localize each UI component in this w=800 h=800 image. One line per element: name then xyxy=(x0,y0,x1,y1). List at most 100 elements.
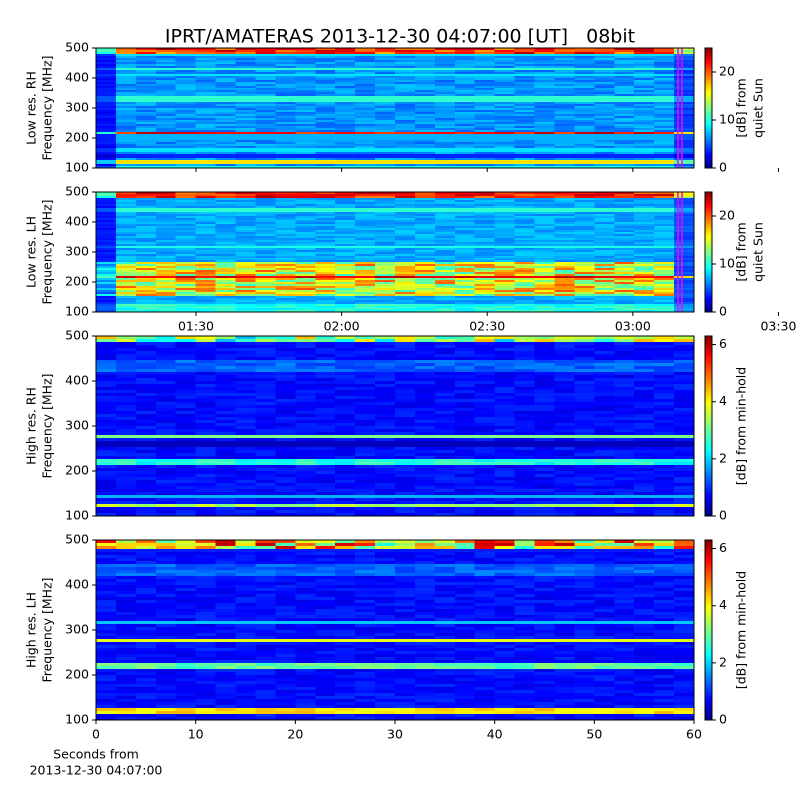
spectrogram-cell xyxy=(235,210,256,213)
spectrogram-cell xyxy=(355,206,376,209)
spectrogram-cell xyxy=(434,465,456,469)
spectrogram-cell xyxy=(634,118,655,121)
spectrogram-cell xyxy=(135,62,157,65)
spectrogram-cell xyxy=(654,72,675,75)
spectrogram-cell xyxy=(335,194,356,197)
spectrogram-cell xyxy=(634,384,655,388)
spectrogram-cell xyxy=(155,351,177,355)
spectrogram-cell xyxy=(574,256,595,259)
spectrogram-cell xyxy=(414,120,436,123)
spectrogram-cell xyxy=(335,272,356,275)
spectrogram-cell xyxy=(494,108,516,111)
spectrogram-cell xyxy=(395,124,416,127)
spectrogram-cell xyxy=(96,56,117,59)
spectrogram-cell xyxy=(554,302,575,305)
spectrogram-cell xyxy=(454,162,476,165)
spectrogram-cell xyxy=(375,196,396,199)
spectrogram-cell xyxy=(434,120,456,123)
spectrogram-cell xyxy=(534,280,555,283)
spectrogram-cell xyxy=(235,220,256,223)
spectrogram-cell xyxy=(96,417,117,421)
spectrogram-cell xyxy=(414,236,436,239)
spectrogram-cell xyxy=(674,142,695,145)
spectrogram-cell xyxy=(155,134,177,137)
spectrogram-cell xyxy=(375,132,396,135)
spectrogram-cell xyxy=(135,228,157,231)
spectrogram-cell xyxy=(474,272,496,275)
spectrogram-cell xyxy=(175,206,197,209)
spectrogram-cell xyxy=(534,134,555,137)
spectrogram-cell xyxy=(295,302,316,305)
spectrogram-cell xyxy=(454,278,476,281)
spectrogram-cell xyxy=(474,258,496,261)
spectrogram-cell xyxy=(155,232,177,235)
spectrogram-cell xyxy=(335,206,356,209)
spectrogram-cell xyxy=(454,302,476,305)
spectrogram-cell xyxy=(494,80,516,83)
spectrogram-cell xyxy=(355,116,376,119)
spectrogram-cell xyxy=(654,408,675,412)
spectrogram-cell xyxy=(295,408,316,412)
spectrogram-cell xyxy=(115,80,137,83)
spectrogram-cell xyxy=(155,72,177,75)
spectrogram-cell xyxy=(594,402,615,406)
spectrogram-cell xyxy=(474,94,496,97)
spectrogram-cell xyxy=(315,252,336,255)
spectrogram-cell xyxy=(355,74,376,77)
spectrogram-cell xyxy=(494,393,516,397)
spectrogram-cell xyxy=(195,292,217,295)
spectrogram-cell xyxy=(295,417,316,421)
spectrogram-cell xyxy=(315,246,336,249)
spectrogram-cell xyxy=(275,292,296,295)
spectrogram-cell xyxy=(474,62,496,65)
spectrogram-cell xyxy=(395,86,416,89)
spectrogram-cell xyxy=(275,54,296,57)
spectrogram-cell xyxy=(434,158,456,161)
spectrogram-cell xyxy=(235,158,256,161)
spectrogram-cell xyxy=(574,126,595,129)
spectrogram-cell xyxy=(514,152,536,155)
spectrogram-cell xyxy=(414,164,436,167)
spectrogram-cell xyxy=(454,126,476,129)
spectrogram-cell xyxy=(554,112,575,115)
spectrogram-cell xyxy=(355,438,376,442)
spectrogram-cell xyxy=(295,270,316,273)
spectrogram-cell xyxy=(574,202,595,205)
spectrogram-cell xyxy=(235,260,256,263)
spectrogram-cell xyxy=(235,336,256,340)
spectrogram-cell xyxy=(235,216,256,219)
spectrogram-cell xyxy=(634,256,655,259)
spectrogram-cell xyxy=(494,282,516,285)
spectrogram-cell xyxy=(335,417,356,421)
spectrogram-cell xyxy=(395,78,416,81)
spectrogram-cell xyxy=(295,118,316,121)
spectrogram-cell xyxy=(195,432,217,436)
spectrogram-cell xyxy=(654,238,675,241)
spectrogram-cell xyxy=(235,378,256,382)
spectrogram-cell xyxy=(674,160,695,163)
spectrogram-cell xyxy=(135,342,157,346)
spectrogram-cell xyxy=(594,272,615,275)
spectrogram-cell xyxy=(514,272,536,275)
spectrogram-cell xyxy=(255,202,276,205)
spectrogram-cell xyxy=(335,252,356,255)
spectrogram-cell xyxy=(614,210,635,213)
spectrogram-cell xyxy=(494,232,516,235)
spectrogram-cell xyxy=(554,96,575,99)
spectrogram-cell xyxy=(335,246,356,249)
spectrogram-cell xyxy=(594,78,615,81)
spectrogram-cell xyxy=(674,402,695,406)
spectrogram-cell xyxy=(275,224,296,227)
spectrogram-cell xyxy=(315,208,336,211)
spectrogram-cell xyxy=(275,342,296,346)
spectrogram-cell xyxy=(135,164,157,167)
spectrogram-cell xyxy=(235,345,256,349)
spectrogram-cell xyxy=(96,244,117,247)
spectrogram-cell xyxy=(395,465,416,469)
spectrogram-cell xyxy=(175,248,197,251)
spectrogram-cell xyxy=(375,226,396,229)
spectrogram-cell xyxy=(96,296,117,299)
spectrogram-cell xyxy=(395,142,416,145)
spectrogram-cell xyxy=(554,160,575,163)
spectrogram-cell xyxy=(215,378,237,382)
